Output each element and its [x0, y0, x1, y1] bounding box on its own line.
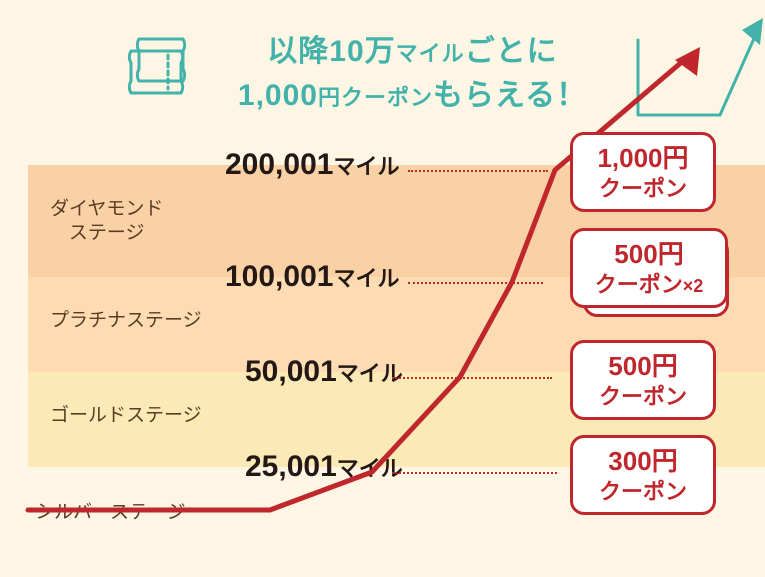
coupon-500-amount: 500 — [608, 351, 651, 381]
coupon-500x2-amount: 500 — [614, 239, 657, 269]
leader-50k — [392, 377, 552, 379]
coupon-1000-yen: 円 — [663, 143, 689, 173]
threshold-50k: 50,001マイル — [245, 355, 403, 389]
headline-l2d: もらえる！ — [433, 79, 587, 112]
leader-100k — [408, 282, 543, 284]
infographic-root: ダイヤモンド ステージ プラチナステージ ゴールドステージ シルバーステージ 以… — [0, 0, 765, 577]
coupon-300-amount: 300 — [608, 446, 651, 476]
coupon-500x2-sub: クーポン — [595, 271, 683, 299]
threshold-50k-num: 50,001 — [245, 355, 337, 388]
headline-l2b: 円 — [318, 85, 341, 110]
stage-label-diamond: ダイヤモンド ステージ — [50, 197, 163, 245]
leader-25k — [392, 472, 557, 474]
headline-l1c: ごとに — [465, 35, 558, 68]
leader-200k — [408, 170, 548, 172]
coupon-500x2-yen: 円 — [658, 239, 684, 269]
coupon-300-sub: クーポン — [599, 478, 687, 506]
threshold-100k: 100,001マイル — [225, 260, 399, 294]
headline-l1a: 以降10万 — [267, 35, 395, 68]
coupon-500yen-x2: 500円 クーポン×2 — [570, 228, 728, 308]
stage-label-diamond-line1: ダイヤモンド — [50, 198, 163, 219]
headline: 以降10万マイルごとに 1,000円クーポンもらえる！ — [205, 30, 620, 117]
coupon-1000-amount: 1,000 — [597, 143, 662, 173]
stage-label-diamond-line2: ステージ — [69, 222, 145, 243]
threshold-200k-num: 200,001 — [225, 148, 333, 181]
threshold-100k-num: 100,001 — [225, 260, 333, 293]
stage-label-platinum: プラチナステージ — [50, 309, 202, 333]
headline-l2a: 1,000 — [238, 79, 318, 112]
threshold-200k: 200,001マイル — [225, 148, 399, 182]
coupon-1000yen: 1,000円 クーポン — [570, 132, 716, 212]
coupon-ticket-icon — [125, 35, 200, 97]
headline-l2c: クーポン — [341, 85, 433, 110]
coupon-500-yen: 円 — [652, 351, 678, 381]
threshold-25k: 25,001マイル — [245, 450, 403, 484]
threshold-25k-unit: マイル — [337, 456, 403, 481]
coupon-1000-sub: クーポン — [599, 175, 687, 203]
threshold-100k-unit: マイル — [333, 266, 399, 291]
headline-l1b: マイル — [396, 41, 465, 66]
threshold-50k-unit: マイル — [337, 361, 403, 386]
coupon-300yen: 300円 クーポン — [570, 435, 716, 515]
threshold-200k-unit: マイル — [333, 154, 399, 179]
coupon-500x2-mult: ×2 — [683, 276, 704, 296]
coupon-500-sub: クーポン — [599, 383, 687, 411]
coupon-300-yen: 円 — [652, 446, 678, 476]
stage-label-gold: ゴールドステージ — [50, 404, 202, 428]
threshold-25k-num: 25,001 — [245, 450, 337, 483]
stage-label-silver: シルバーステージ — [35, 501, 186, 525]
coupon-500yen: 500円 クーポン — [570, 340, 716, 420]
